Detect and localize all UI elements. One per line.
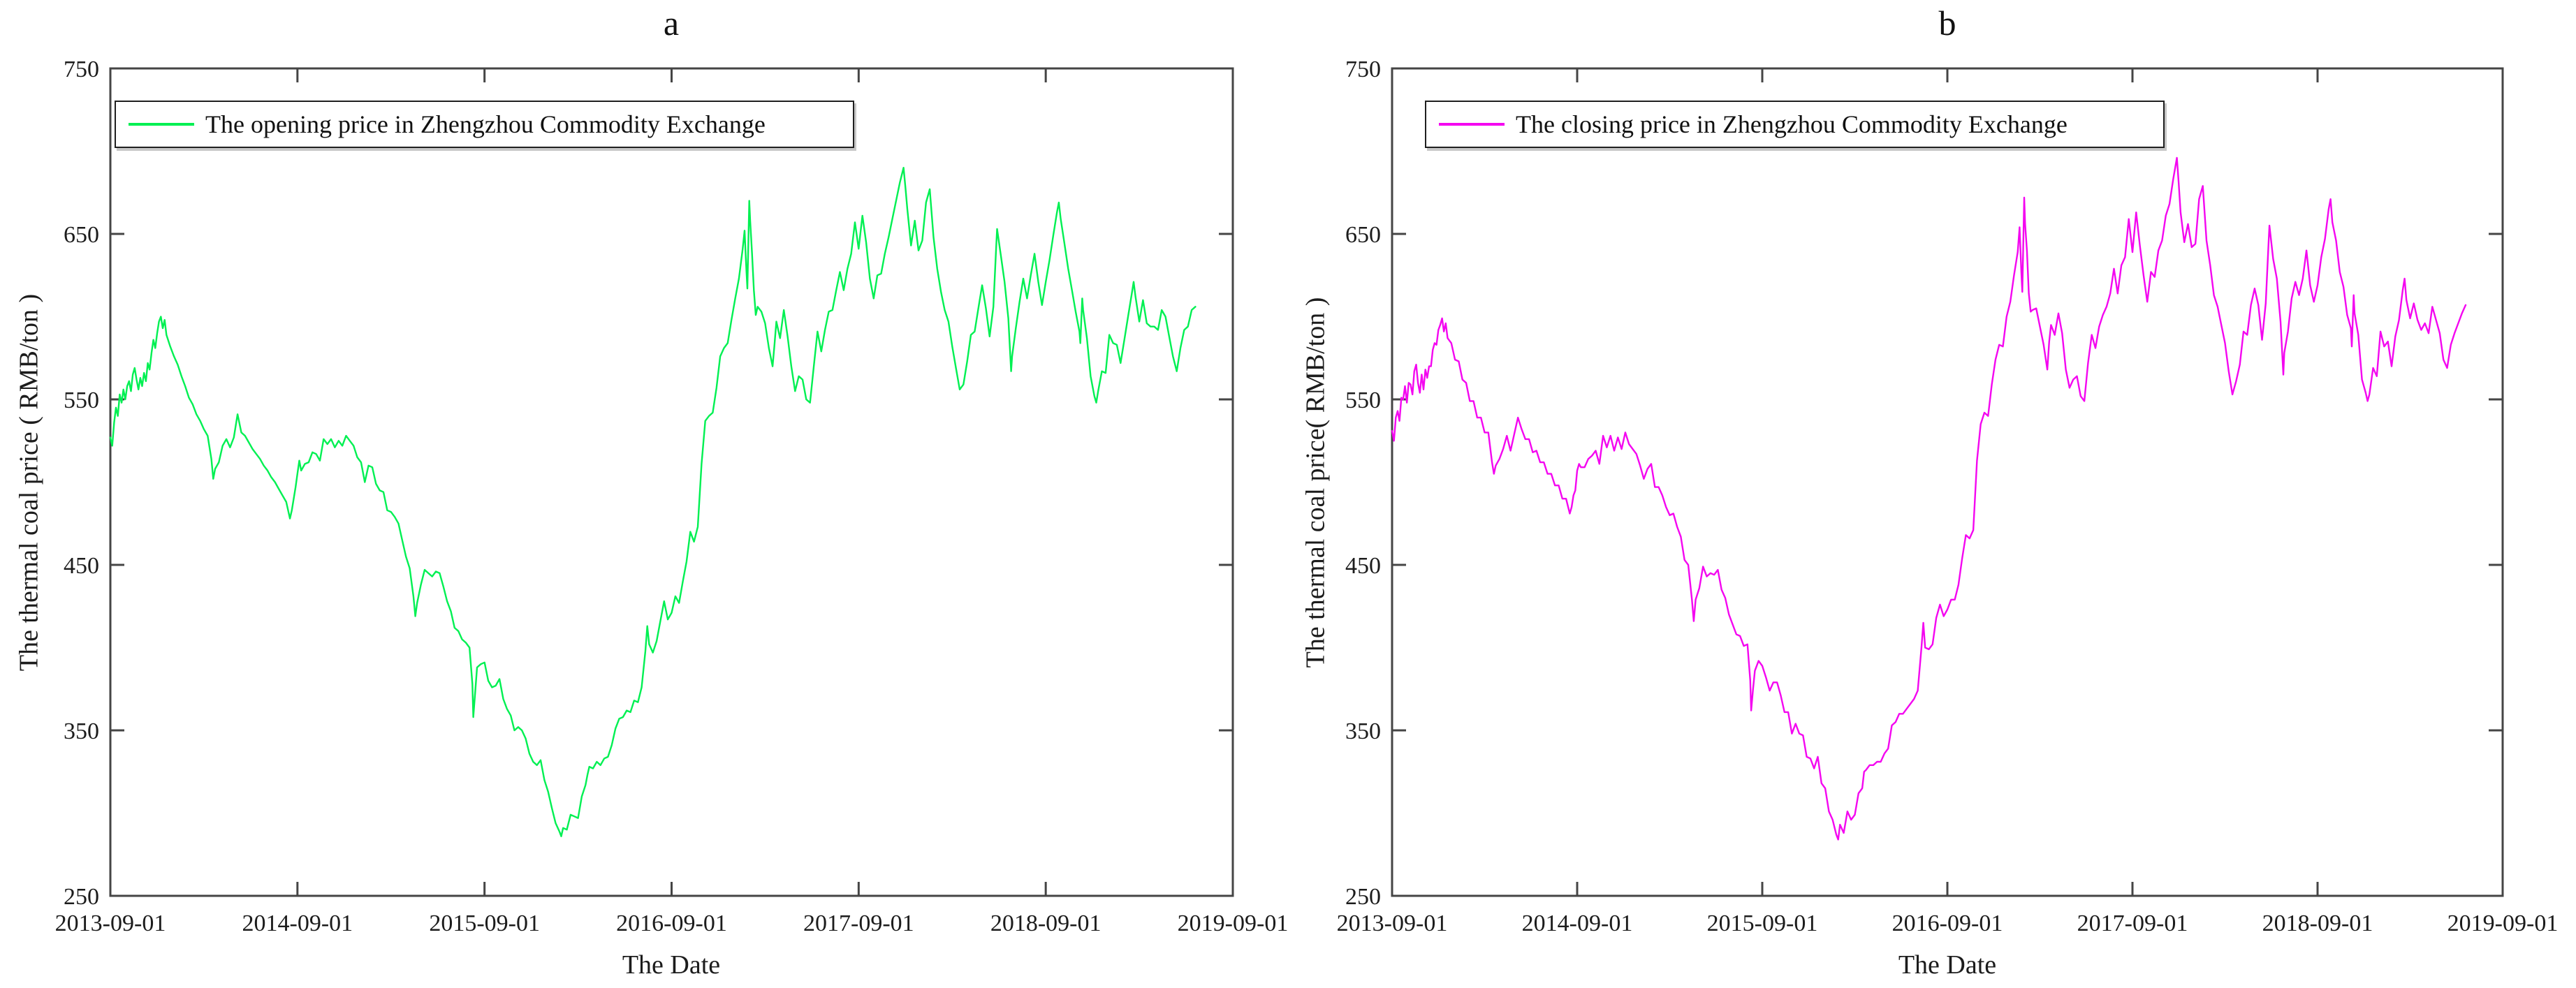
legend-line-swatch-b bbox=[1439, 123, 1505, 126]
panel-b-title: b bbox=[1938, 3, 1956, 43]
y-tick-label-a: 250 bbox=[64, 884, 99, 910]
y-tick-label-b: 750 bbox=[1345, 57, 1381, 82]
panel-a-legend-label: The opening price in Zhengzhou Commodity… bbox=[205, 110, 766, 138]
x-tick-label-a: 2019-09-01 bbox=[1178, 910, 1289, 936]
y-tick-label-a: 650 bbox=[64, 222, 99, 248]
x-tick-label-a: 2014-09-01 bbox=[242, 910, 353, 936]
x-tick-label-a: 2017-09-01 bbox=[803, 910, 914, 936]
y-tick-label-a: 750 bbox=[64, 57, 99, 82]
y-tick-label-b: 350 bbox=[1345, 718, 1381, 744]
y-tick-label-a: 450 bbox=[64, 553, 99, 579]
legend-line-swatch-a bbox=[129, 123, 194, 126]
panel-a-x-axis-label: The Date bbox=[622, 950, 721, 980]
axis-box-b bbox=[1391, 67, 2504, 897]
x-tick-label-b: 2017-09-01 bbox=[2077, 910, 2188, 936]
x-tick-label-b: 2019-09-01 bbox=[2447, 910, 2559, 936]
opening-price-line bbox=[109, 166, 1196, 837]
x-tick-label-b: 2013-09-01 bbox=[1337, 910, 1448, 936]
y-tick-label-b: 650 bbox=[1345, 222, 1381, 248]
x-tick-label-b: 2015-09-01 bbox=[1707, 910, 1818, 936]
panel-b-legend-label: The closing price in Zhengzhou Commodity… bbox=[1516, 110, 2068, 138]
panel-a-legend: The opening price in Zhengzhou Commodity… bbox=[115, 101, 854, 148]
panel-a-y-axis-label: The thermal coal price ( RMB/ton ) bbox=[14, 293, 44, 672]
x-tick-label-b: 2016-09-01 bbox=[1892, 910, 2003, 936]
y-tick-label-b: 250 bbox=[1345, 884, 1381, 910]
x-tick-label-a: 2015-09-01 bbox=[429, 910, 540, 936]
x-tick-label-b: 2018-09-01 bbox=[2262, 910, 2373, 936]
panel-b: 2013-09-01 2014-09-01 2015-09-01 2016-09-01… bbox=[1337, 57, 2559, 936]
y-tick-label-b: 450 bbox=[1345, 553, 1381, 579]
closing-price-line bbox=[1391, 156, 2467, 841]
x-tick-label-a: 2013-09-01 bbox=[55, 910, 166, 936]
x-tick-label-b: 2014-09-01 bbox=[1522, 910, 1633, 936]
panel-a-title: a bbox=[663, 3, 680, 43]
axis-box-a bbox=[109, 67, 1234, 897]
x-tick-label-a: 2016-09-01 bbox=[616, 910, 727, 936]
y-tick-label-a: 350 bbox=[64, 718, 99, 744]
panel-a: 2013-09-01 2014-09-01 2015-09-01 2016-09-01… bbox=[55, 57, 1289, 936]
y-tick-label-b: 550 bbox=[1345, 388, 1381, 413]
y-tick-label-a: 550 bbox=[64, 388, 99, 413]
x-tick-label-a: 2018-09-01 bbox=[990, 910, 1102, 936]
panel-b-legend: The closing price in Zhengzhou Commodity… bbox=[1425, 101, 2165, 148]
panel-b-x-axis-label: The Date bbox=[1898, 950, 1997, 980]
panel-b-y-axis-label: The thermal coal price( RMB/ton ) bbox=[1301, 297, 1331, 668]
